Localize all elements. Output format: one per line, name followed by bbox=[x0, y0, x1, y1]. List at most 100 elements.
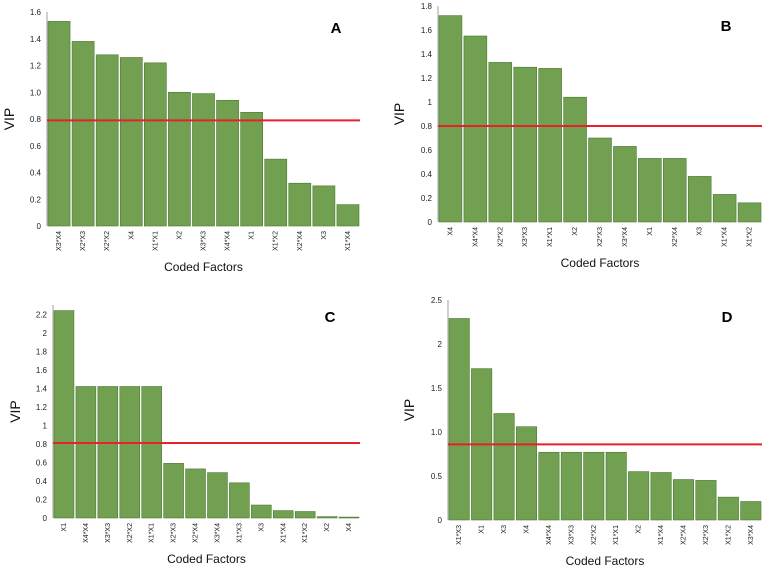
x-category-label: X1*X3 bbox=[456, 525, 463, 545]
y-tick-label: 0 bbox=[438, 516, 443, 525]
x-category-label: X4*X4 bbox=[546, 525, 553, 545]
y-tick-label: 0 bbox=[43, 514, 48, 523]
x-axis-title: Coded Factors bbox=[566, 554, 645, 567]
x-category-label: X1*X4 bbox=[280, 523, 287, 543]
bar-x3-x4 bbox=[613, 146, 637, 223]
y-tick-label: 2 bbox=[43, 329, 48, 338]
x-category-label: X3 bbox=[501, 525, 508, 534]
x-category-label: X1 bbox=[61, 523, 68, 532]
bar-x1-x2 bbox=[294, 511, 316, 519]
y-tick-label: 0.8 bbox=[30, 115, 42, 124]
x-category-label: X2 bbox=[176, 231, 183, 240]
bar-x3 bbox=[312, 185, 336, 227]
bar-x2-x3 bbox=[163, 463, 184, 519]
y-tick-label: 1.8 bbox=[421, 2, 433, 11]
bar-x1-x1 bbox=[605, 451, 627, 521]
x-category-label: X2*X4 bbox=[672, 227, 679, 247]
bar-x4-x4 bbox=[75, 386, 97, 519]
bar-x2-x2 bbox=[488, 62, 513, 223]
x-category-label: X2 bbox=[324, 523, 331, 532]
y-tick-label: 1 bbox=[43, 421, 48, 430]
x-category-label: X3*X3 bbox=[201, 231, 208, 251]
x-axis-title: Coded Factors bbox=[561, 256, 640, 270]
bar-x1-x3 bbox=[229, 482, 250, 519]
bar-x1 bbox=[638, 158, 662, 223]
bar-x1 bbox=[240, 112, 263, 227]
chart-panel-b: 0 0.2 0.4 0.6 0.8 1 1.2 1.4 1.6 1.8 X4 X4*X4 X2*X2 X3… bbox=[391, 2, 762, 270]
x-category-label: X2*X4 bbox=[297, 231, 304, 251]
x-category-label: X2 bbox=[572, 227, 579, 236]
bar-x2-x3 bbox=[588, 137, 612, 223]
x-category-label: X4 bbox=[128, 231, 135, 240]
y-axis-title: VIP bbox=[401, 399, 417, 422]
y-tick-label: 0.4 bbox=[30, 169, 42, 178]
bar-x2-x4 bbox=[288, 182, 312, 227]
x-category-label: X3*X4 bbox=[748, 525, 755, 545]
x-category-label: X1*X2 bbox=[747, 227, 754, 247]
bar-x2-x2 bbox=[119, 386, 141, 519]
x-category-label: X1*X1 bbox=[547, 227, 554, 247]
y-tick-label: 0.4 bbox=[421, 170, 433, 179]
x-category-label: X3*X3 bbox=[568, 525, 575, 545]
x-category-label: X1 bbox=[249, 231, 256, 240]
y-tick-label: 0.8 bbox=[421, 122, 433, 131]
x-category-label: X1*X1 bbox=[152, 231, 159, 251]
x-category-label: X1*X2 bbox=[302, 523, 309, 543]
y-tick-label: 1.4 bbox=[30, 35, 42, 44]
bar-x2-x3 bbox=[695, 480, 717, 521]
bar-x1 bbox=[53, 310, 75, 519]
y-tick-label: 0.6 bbox=[421, 146, 433, 155]
x-category-label: X4 bbox=[447, 227, 454, 236]
panel-letter: A bbox=[331, 20, 342, 37]
bar-x2 bbox=[316, 516, 338, 519]
bar-x4 bbox=[338, 516, 360, 519]
y-tick-label: 0.6 bbox=[30, 142, 42, 151]
bar-x2 bbox=[168, 91, 191, 227]
y-tick-label: 2.2 bbox=[36, 310, 48, 319]
y-tick-label: 1.0 bbox=[30, 88, 42, 97]
bar-x4-x4 bbox=[463, 35, 488, 223]
x-category-label: X3 bbox=[258, 523, 265, 532]
x-category-label: X1*X1 bbox=[149, 523, 156, 543]
x-category-label: X1*X4 bbox=[345, 231, 352, 251]
y-tick-label: 1.5 bbox=[431, 384, 443, 393]
bar-x3-x3 bbox=[560, 451, 582, 521]
x-category-label: X2*X2 bbox=[127, 523, 134, 543]
bar-x2 bbox=[628, 471, 650, 521]
bar-x2 bbox=[563, 96, 587, 223]
chart-panel-d: 0 0.5 1.0 1.5 2 2.5 X1*X3 X1 X3 X4 X4*X4 X3*X3 X2*X2… bbox=[401, 296, 762, 567]
bar-x1-x1 bbox=[538, 68, 562, 223]
x-category-label: X2*X3 bbox=[80, 231, 87, 251]
x-category-label: X1*X4 bbox=[722, 227, 729, 247]
panel-letter: C bbox=[325, 309, 336, 326]
panel-letter: D bbox=[722, 309, 733, 326]
bar-x3-x4 bbox=[207, 472, 228, 519]
bar-x2-x4 bbox=[663, 158, 687, 223]
x-category-label: X2*X2 bbox=[497, 227, 504, 247]
bar-x2-x3 bbox=[71, 41, 95, 227]
x-category-label: X1*X3 bbox=[236, 523, 243, 543]
y-tick-label: 0.8 bbox=[36, 440, 48, 449]
y-tick-label: 1.2 bbox=[30, 62, 42, 71]
x-category-label: X1 bbox=[647, 227, 654, 236]
bar-x3-x3 bbox=[192, 93, 215, 227]
y-tick-label: 1.6 bbox=[30, 8, 42, 17]
y-tick-label: 1 bbox=[428, 98, 433, 107]
y-tick-label: 1.6 bbox=[36, 366, 48, 375]
y-tick-label: 0.2 bbox=[421, 194, 433, 203]
x-category-label: X2*X3 bbox=[703, 525, 710, 545]
bar-x1-x4 bbox=[712, 194, 737, 223]
bar-x3 bbox=[687, 176, 712, 223]
bar-x3 bbox=[251, 504, 272, 519]
bar-x4 bbox=[438, 15, 463, 223]
y-tick-label: 2 bbox=[438, 340, 443, 349]
y-tick-label: 1.2 bbox=[36, 403, 48, 412]
bar-x3-x3 bbox=[97, 386, 119, 519]
bar-x3 bbox=[493, 413, 515, 521]
x-category-label: X2*X3 bbox=[171, 523, 178, 543]
x-category-label: X3*X4 bbox=[622, 227, 629, 247]
y-tick-label: 1.2 bbox=[421, 74, 433, 83]
bar-x1-x1 bbox=[141, 386, 162, 519]
x-category-label: X1*X2 bbox=[273, 231, 280, 251]
